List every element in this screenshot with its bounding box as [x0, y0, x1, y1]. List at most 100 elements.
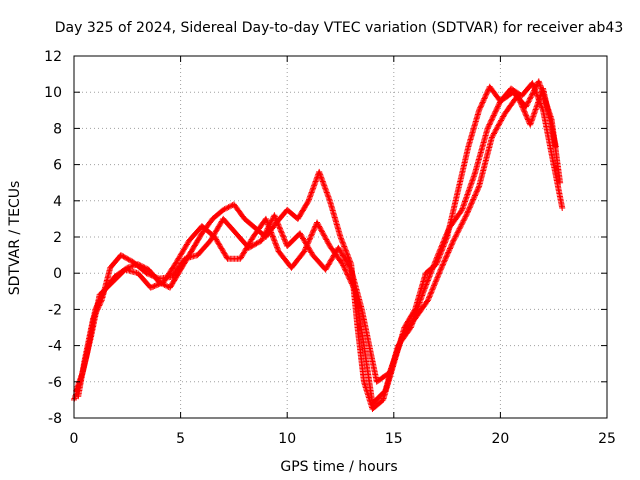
data-point	[309, 188, 316, 195]
data-point	[518, 102, 525, 109]
data-point	[271, 237, 278, 244]
data-point	[485, 122, 492, 129]
data-point	[279, 231, 286, 238]
data-point	[495, 102, 502, 109]
data-point	[531, 87, 538, 94]
data-point	[252, 241, 259, 248]
y-tick-label: -8	[48, 411, 62, 427]
data-point	[437, 245, 444, 252]
data-point	[526, 97, 533, 104]
data-point	[500, 113, 507, 120]
data-point	[321, 232, 328, 239]
data-point	[429, 265, 436, 272]
data-point	[261, 232, 268, 239]
data-point	[314, 220, 321, 227]
data-point	[455, 226, 462, 233]
data-point	[453, 232, 460, 239]
data-point	[423, 281, 430, 288]
data-point	[311, 226, 318, 233]
data-point	[342, 267, 349, 274]
data-point	[343, 270, 350, 277]
data-point	[222, 205, 229, 212]
data-point	[498, 116, 505, 123]
data-point	[221, 206, 228, 213]
data-point	[301, 248, 308, 255]
data-point	[274, 244, 281, 251]
data-point	[269, 233, 276, 240]
data-point	[121, 254, 128, 261]
data-point	[466, 204, 473, 211]
data-point	[338, 235, 345, 242]
y-tick-label: -6	[48, 375, 62, 391]
data-point	[320, 181, 327, 188]
data-point	[429, 285, 436, 292]
data-point	[490, 131, 497, 138]
data-point	[344, 251, 351, 258]
data-point	[448, 242, 455, 249]
data-point	[442, 234, 449, 241]
data-point	[445, 248, 452, 255]
data-point	[528, 93, 535, 100]
data-point	[343, 268, 350, 275]
data-point	[253, 240, 260, 247]
data-point	[316, 168, 323, 175]
data-point	[524, 115, 531, 122]
data-point	[484, 125, 491, 132]
data-point	[436, 269, 443, 276]
data-point	[319, 229, 326, 236]
data-point	[128, 257, 135, 264]
data-point	[529, 81, 536, 88]
data-point	[473, 188, 480, 195]
data-point	[451, 234, 458, 241]
data-point	[467, 201, 474, 208]
data-point	[220, 206, 227, 213]
data-point	[431, 282, 438, 289]
data-point	[313, 177, 320, 184]
data-point	[323, 236, 330, 243]
data-point	[483, 91, 490, 98]
data-point	[488, 134, 495, 141]
data-point	[445, 227, 452, 234]
data-point	[270, 236, 277, 243]
data-point	[339, 239, 346, 246]
data-point	[494, 104, 501, 111]
data-point	[426, 294, 433, 301]
data-point	[254, 239, 261, 246]
data-point	[248, 243, 255, 250]
data-points	[71, 78, 566, 412]
data-point	[442, 232, 449, 239]
data-point	[339, 238, 346, 245]
data-point	[319, 178, 326, 185]
data-point	[522, 109, 529, 116]
data-point	[341, 265, 348, 272]
data-point	[340, 262, 347, 269]
data-point	[441, 235, 448, 242]
data-point	[559, 205, 566, 212]
data-point	[319, 228, 326, 235]
data-point	[515, 94, 522, 101]
data-point	[144, 270, 151, 277]
data-point	[280, 235, 287, 242]
data-point	[247, 244, 254, 251]
data-point	[516, 96, 523, 103]
data-point	[476, 105, 483, 112]
data-point	[442, 256, 449, 263]
data-point	[317, 171, 324, 178]
data-point	[339, 261, 346, 268]
data-point	[439, 242, 446, 249]
data-point	[261, 230, 268, 237]
data-point	[477, 104, 484, 111]
data-point	[309, 186, 316, 193]
data-point	[469, 197, 476, 204]
data-point	[273, 216, 280, 223]
data-point	[269, 232, 276, 239]
data-point	[525, 98, 532, 105]
data-point	[266, 222, 273, 229]
data-point	[317, 172, 324, 179]
data-point	[438, 263, 445, 270]
data-point	[435, 250, 442, 257]
y-tick-label: 10	[44, 85, 62, 101]
data-point	[519, 103, 526, 110]
data-point	[424, 277, 431, 284]
data-point	[461, 214, 468, 221]
